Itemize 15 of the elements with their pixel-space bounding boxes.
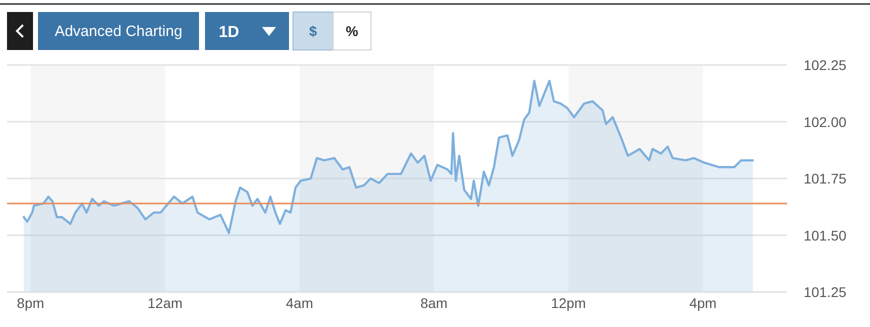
y-tick-label: 101.50 (804, 227, 847, 244)
text: Advanced Charting (54, 23, 182, 40)
x-tick-label: 12am (148, 295, 183, 311)
x-tick-label: 12pm (550, 295, 586, 311)
y-tick-label: 102.00 (804, 114, 847, 130)
y-tick-label: 101.75 (804, 170, 847, 186)
y-tick-label: 102.25 (804, 57, 847, 73)
x-tick-label: 8pm (16, 295, 44, 311)
y-tick-label: 101.25 (804, 284, 847, 300)
text: $ (309, 23, 318, 39)
x-tick-label: 8am (420, 295, 448, 311)
x-tick-label: 4am (286, 295, 314, 311)
text: % (346, 23, 359, 39)
x-tick-label: 4pm (689, 295, 717, 311)
text: 1D (218, 24, 240, 41)
